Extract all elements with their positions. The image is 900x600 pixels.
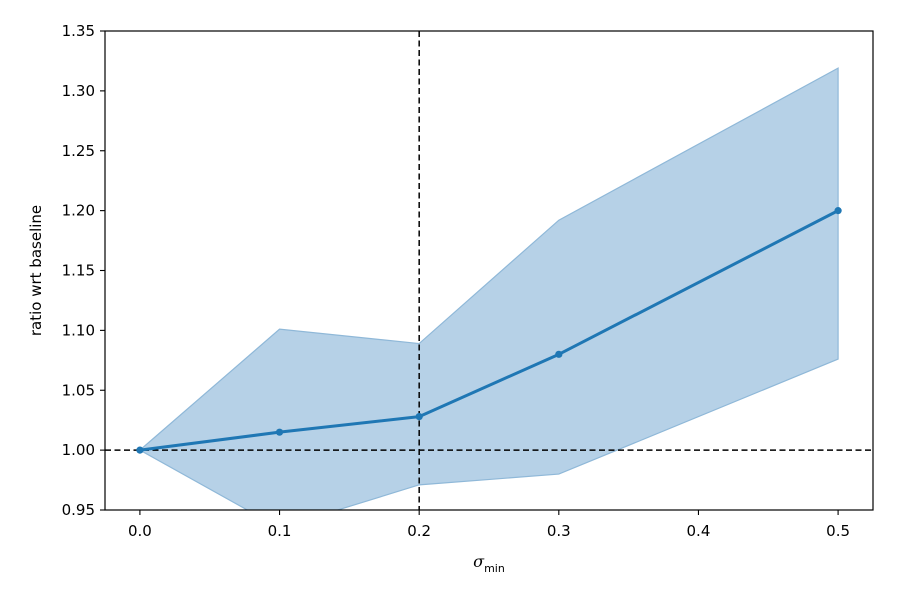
y-tick-label: 1.35	[62, 22, 95, 40]
y-tick-label: 1.15	[62, 262, 95, 280]
y-tick-label: 1.10	[62, 321, 95, 339]
x-tick-label: 0.0	[128, 522, 152, 540]
x-tick-label: 0.4	[687, 522, 711, 540]
data-point	[275, 428, 284, 436]
x-tick-label: 0.3	[547, 522, 571, 540]
y-tick-label: 1.00	[62, 441, 95, 459]
x-axis-label: σmin	[473, 552, 505, 575]
y-tick-label: 1.05	[62, 381, 95, 399]
x-tick-label: 0.1	[268, 522, 292, 540]
y-tick-label: 0.95	[62, 501, 95, 519]
confidence-band	[138, 67, 839, 510]
y-axis-label: ratio wrt baseline	[27, 205, 45, 336]
data-point	[136, 446, 144, 454]
y-tick-label: 1.25	[62, 142, 95, 160]
y-tick-label: 1.30	[62, 82, 95, 100]
data-point	[415, 412, 423, 421]
data-point	[555, 350, 563, 358]
x-tick-label: 0.5	[826, 522, 850, 540]
x-tick-label: 0.2	[407, 522, 431, 540]
data-point	[834, 207, 842, 215]
y-tick-label: 1.20	[62, 202, 95, 220]
